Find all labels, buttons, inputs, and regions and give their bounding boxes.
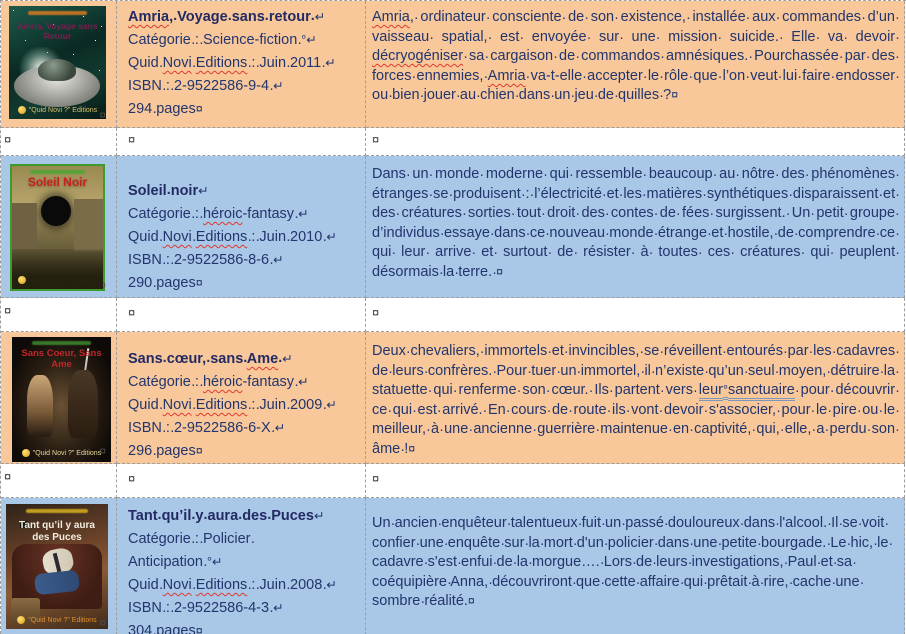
- cover-publisher: "Quid Novi ?" Editions: [28, 276, 98, 284]
- cover-publisher: "Quid Novi ?" Editions: [32, 449, 102, 457]
- book-cover-image-soleil-noir[interactable]: Soleil Noir "Quid Novi ?" Editions: [10, 164, 105, 291]
- book-cover-image-puces[interactable]: Tant qu’il y aura des Puces "Quid Novi ?…: [6, 504, 108, 629]
- black-sun-art: [41, 195, 72, 226]
- separator-cell[interactable]: ¤: [366, 464, 905, 498]
- separator-cell[interactable]: ¤: [117, 298, 366, 332]
- cover-title: Tant qu’il y aura des Puces: [19, 520, 95, 543]
- cover-footer: "Quid Novi ?" Editions: [12, 276, 103, 284]
- cover-cell-2[interactable]: Soleil Noir "Quid Novi ?" Editions ¤: [1, 156, 117, 298]
- cover-cell-1[interactable]: Amria, Voyage sans Retour "Quid Novi ?" …: [1, 1, 117, 128]
- suitcase-art: [11, 597, 41, 623]
- cat-silhouette-art: [20, 521, 30, 528]
- cover-cell-4[interactable]: Tant qu’il y aura des Puces "Quid Novi ?…: [1, 498, 117, 634]
- warrior-figure-art: [26, 374, 53, 437]
- description-cell-2[interactable]: Dans un monde moderne qui ressemble beau…: [366, 156, 905, 298]
- details-cell-2[interactable]: Soleil noir↵Catégorie : héroic-fantasy ↵…: [117, 156, 366, 298]
- cover-publisher: "Quid Novi ?" Editions: [28, 106, 98, 114]
- separator-cell[interactable]: ¤: [117, 128, 366, 156]
- book-cover-image-amria[interactable]: Amria, Voyage sans Retour "Quid Novi ?" …: [9, 6, 106, 119]
- separator-cell[interactable]: ¤: [1, 298, 117, 332]
- cover-title: Sans Coeur, Sans Ame: [21, 348, 102, 370]
- details-cell-1[interactable]: Amria, Voyage sans retour ↵Catégorie : S…: [117, 1, 366, 128]
- description-cell-1[interactable]: Amria, ordinateur consciente de son exis…: [366, 1, 905, 128]
- cover-publisher: "Quid Novi ?" Editions: [28, 616, 97, 624]
- cover-author-line: [28, 11, 87, 15]
- publisher-logo-icon: [17, 616, 26, 624]
- building-art: [74, 199, 103, 252]
- crowd-art: [12, 249, 103, 289]
- jeans-art: [33, 569, 80, 595]
- description-cell-4[interactable]: Un ancien enquêteur talentueux fuit un p…: [366, 498, 905, 634]
- spaceship-dome-art: [38, 59, 77, 81]
- end-of-cell-marker: ¤: [99, 616, 106, 630]
- cover-author-line: [31, 341, 92, 345]
- separator-cell[interactable]: ¤: [366, 298, 905, 332]
- details-cell-3[interactable]: Sans cœur, sans Ame ↵Catégorie : héroic-…: [117, 332, 366, 464]
- description-cell-3[interactable]: Deux chevaliers, immortels et invincible…: [366, 332, 905, 464]
- warrior-figure-art: [68, 369, 99, 438]
- separator-cell[interactable]: ¤: [117, 464, 366, 498]
- separator-cell[interactable]: ¤: [366, 128, 905, 156]
- end-of-cell-marker: ¤: [99, 108, 106, 122]
- publisher-logo-icon: [21, 449, 30, 457]
- separator-cell[interactable]: ¤: [1, 464, 117, 498]
- publisher-logo-icon: [17, 106, 26, 114]
- starfield-art: [13, 10, 14, 11]
- building-art: [12, 202, 37, 249]
- end-of-cell-marker: ¤: [99, 444, 106, 458]
- cover-title: Soleil Noir: [27, 175, 88, 189]
- details-cell-4[interactable]: Tant qu’il y aura des Puces↵Catégorie : …: [117, 498, 366, 634]
- cover-title: Amria, Voyage sans Retour: [17, 21, 98, 41]
- cover-footer: "Quid Novi ?" Editions: [9, 106, 106, 114]
- cover-footer: "Quid Novi ?" Editions: [12, 449, 111, 457]
- cover-author-line: [30, 170, 85, 174]
- cover-author-line: [26, 509, 88, 513]
- publisher-logo-icon: [17, 276, 26, 284]
- separator-cell[interactable]: ¤: [1, 128, 117, 156]
- cover-footer: "Quid Novi ?" Editions: [6, 616, 108, 624]
- cover-cell-3[interactable]: Sans Coeur, Sans Ame "Quid Novi ?" Editi…: [1, 332, 117, 464]
- book-cover-image-sans-coeur[interactable]: Sans Coeur, Sans Ame "Quid Novi ?" Editi…: [12, 337, 111, 462]
